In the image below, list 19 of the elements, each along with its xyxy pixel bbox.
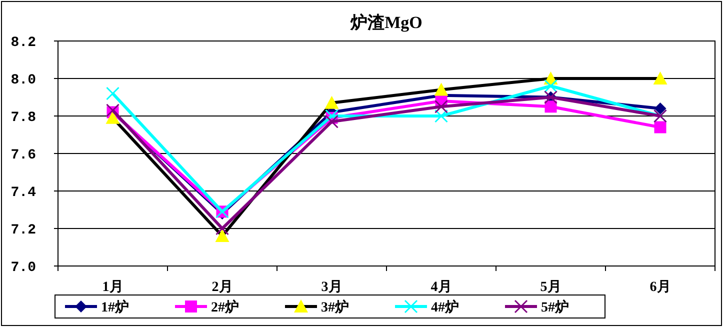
x-tick-label: 4月 xyxy=(430,280,452,295)
x-tick-label: 3月 xyxy=(321,280,342,295)
x-tick-label: 2月 xyxy=(212,280,233,295)
legend-label: 4#炉 xyxy=(431,298,459,316)
legend-label: 5#炉 xyxy=(541,298,569,316)
y-tick-label: 8.2 xyxy=(10,35,36,51)
x-tick-label: 6月 xyxy=(650,280,671,295)
legend-label: 1#炉 xyxy=(101,298,129,316)
legend-label: 2#炉 xyxy=(211,298,239,316)
x-tick-label: 5月 xyxy=(540,280,562,295)
y-tick-label: 7.6 xyxy=(10,148,36,164)
y-tick-label: 7.0 xyxy=(10,260,36,276)
y-tick-label: 7.2 xyxy=(10,222,36,238)
legend-label: 3#炉 xyxy=(321,298,349,316)
y-tick-label: 7.8 xyxy=(10,110,36,126)
y-tick-label: 7.4 xyxy=(10,185,36,201)
y-tick-label: 8.0 xyxy=(10,72,36,88)
chart-title: 炉渣MgO xyxy=(350,13,422,32)
x-tick-label: 1月 xyxy=(102,280,124,295)
